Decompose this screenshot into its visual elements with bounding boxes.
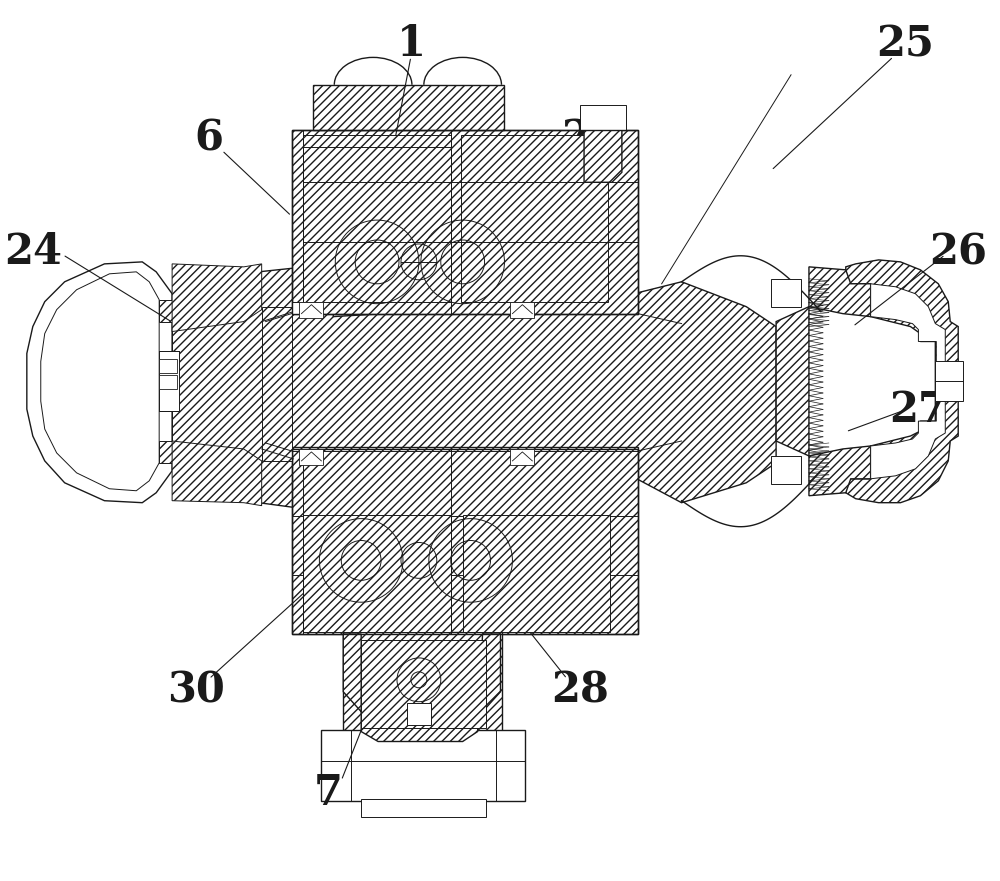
Bar: [292, 130, 638, 314]
Polygon shape: [27, 262, 172, 503]
Bar: [321, 729, 525, 801]
Bar: [461, 135, 608, 301]
Polygon shape: [334, 57, 412, 85]
Bar: [771, 278, 801, 307]
Text: 27: 27: [889, 389, 947, 431]
Polygon shape: [343, 634, 500, 742]
Bar: [292, 449, 638, 634]
Text: 7: 7: [314, 772, 343, 814]
Polygon shape: [159, 300, 172, 463]
Bar: [407, 703, 431, 724]
Bar: [463, 515, 610, 632]
Bar: [292, 130, 638, 314]
Bar: [303, 135, 451, 301]
Text: 30: 30: [167, 670, 225, 711]
Polygon shape: [172, 264, 262, 331]
Text: 1: 1: [396, 23, 425, 65]
Text: 25: 25: [877, 23, 934, 65]
Polygon shape: [871, 284, 945, 478]
Text: 26: 26: [929, 231, 987, 273]
Bar: [935, 361, 963, 401]
Polygon shape: [172, 441, 262, 506]
Text: 6: 6: [194, 117, 223, 159]
Bar: [262, 307, 292, 461]
Text: 24: 24: [4, 231, 62, 273]
Bar: [771, 456, 801, 484]
Bar: [343, 632, 502, 731]
Bar: [159, 359, 177, 374]
Polygon shape: [292, 301, 313, 314]
Bar: [159, 375, 177, 389]
Bar: [292, 447, 638, 634]
Bar: [299, 449, 323, 465]
Polygon shape: [776, 307, 809, 456]
Text: 29: 29: [561, 117, 619, 159]
Polygon shape: [172, 264, 776, 513]
Polygon shape: [809, 446, 871, 496]
Polygon shape: [424, 57, 501, 85]
Bar: [510, 449, 534, 465]
Polygon shape: [809, 267, 871, 316]
Text: 28: 28: [551, 670, 609, 711]
Bar: [580, 105, 626, 130]
Bar: [361, 799, 486, 818]
Bar: [510, 301, 534, 318]
Bar: [313, 85, 504, 130]
Bar: [303, 515, 451, 632]
Polygon shape: [41, 272, 159, 491]
Polygon shape: [846, 260, 958, 503]
Polygon shape: [584, 130, 622, 182]
Bar: [299, 301, 323, 318]
Bar: [159, 352, 179, 411]
Bar: [361, 640, 486, 728]
